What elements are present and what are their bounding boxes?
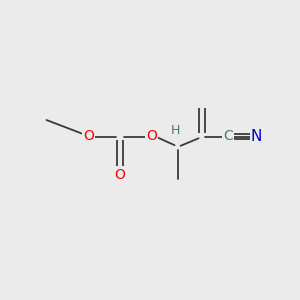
Text: O: O — [115, 168, 125, 182]
Text: O: O — [83, 130, 94, 143]
Text: O: O — [146, 130, 157, 143]
Text: C: C — [223, 130, 233, 143]
Text: N: N — [251, 129, 262, 144]
Text: H: H — [171, 124, 180, 137]
